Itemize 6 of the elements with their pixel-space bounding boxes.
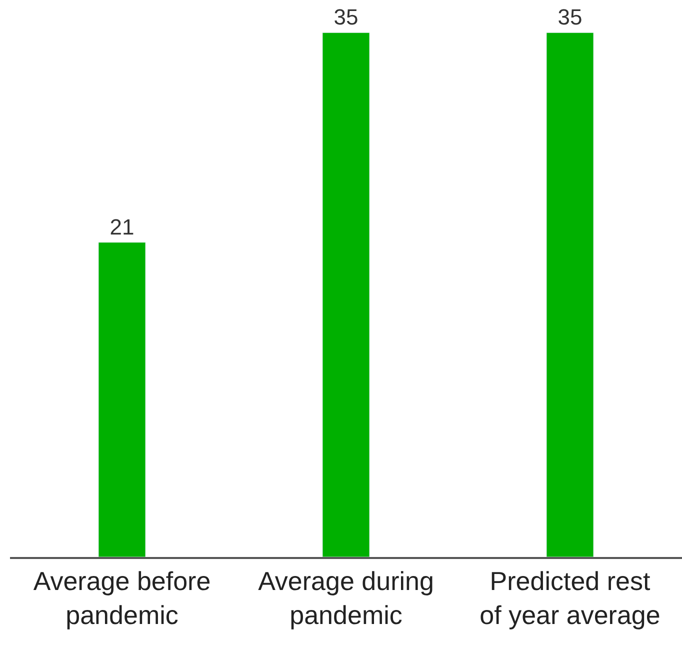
data-label: 21 <box>110 214 134 240</box>
x-tick-label: Average during pandemic <box>258 566 434 630</box>
x-tick-label: Predicted rest of year average <box>480 566 660 630</box>
data-label: 35 <box>334 4 358 30</box>
x-tick-label: Average before pandemic <box>33 566 211 630</box>
data-label: 35 <box>558 4 582 30</box>
